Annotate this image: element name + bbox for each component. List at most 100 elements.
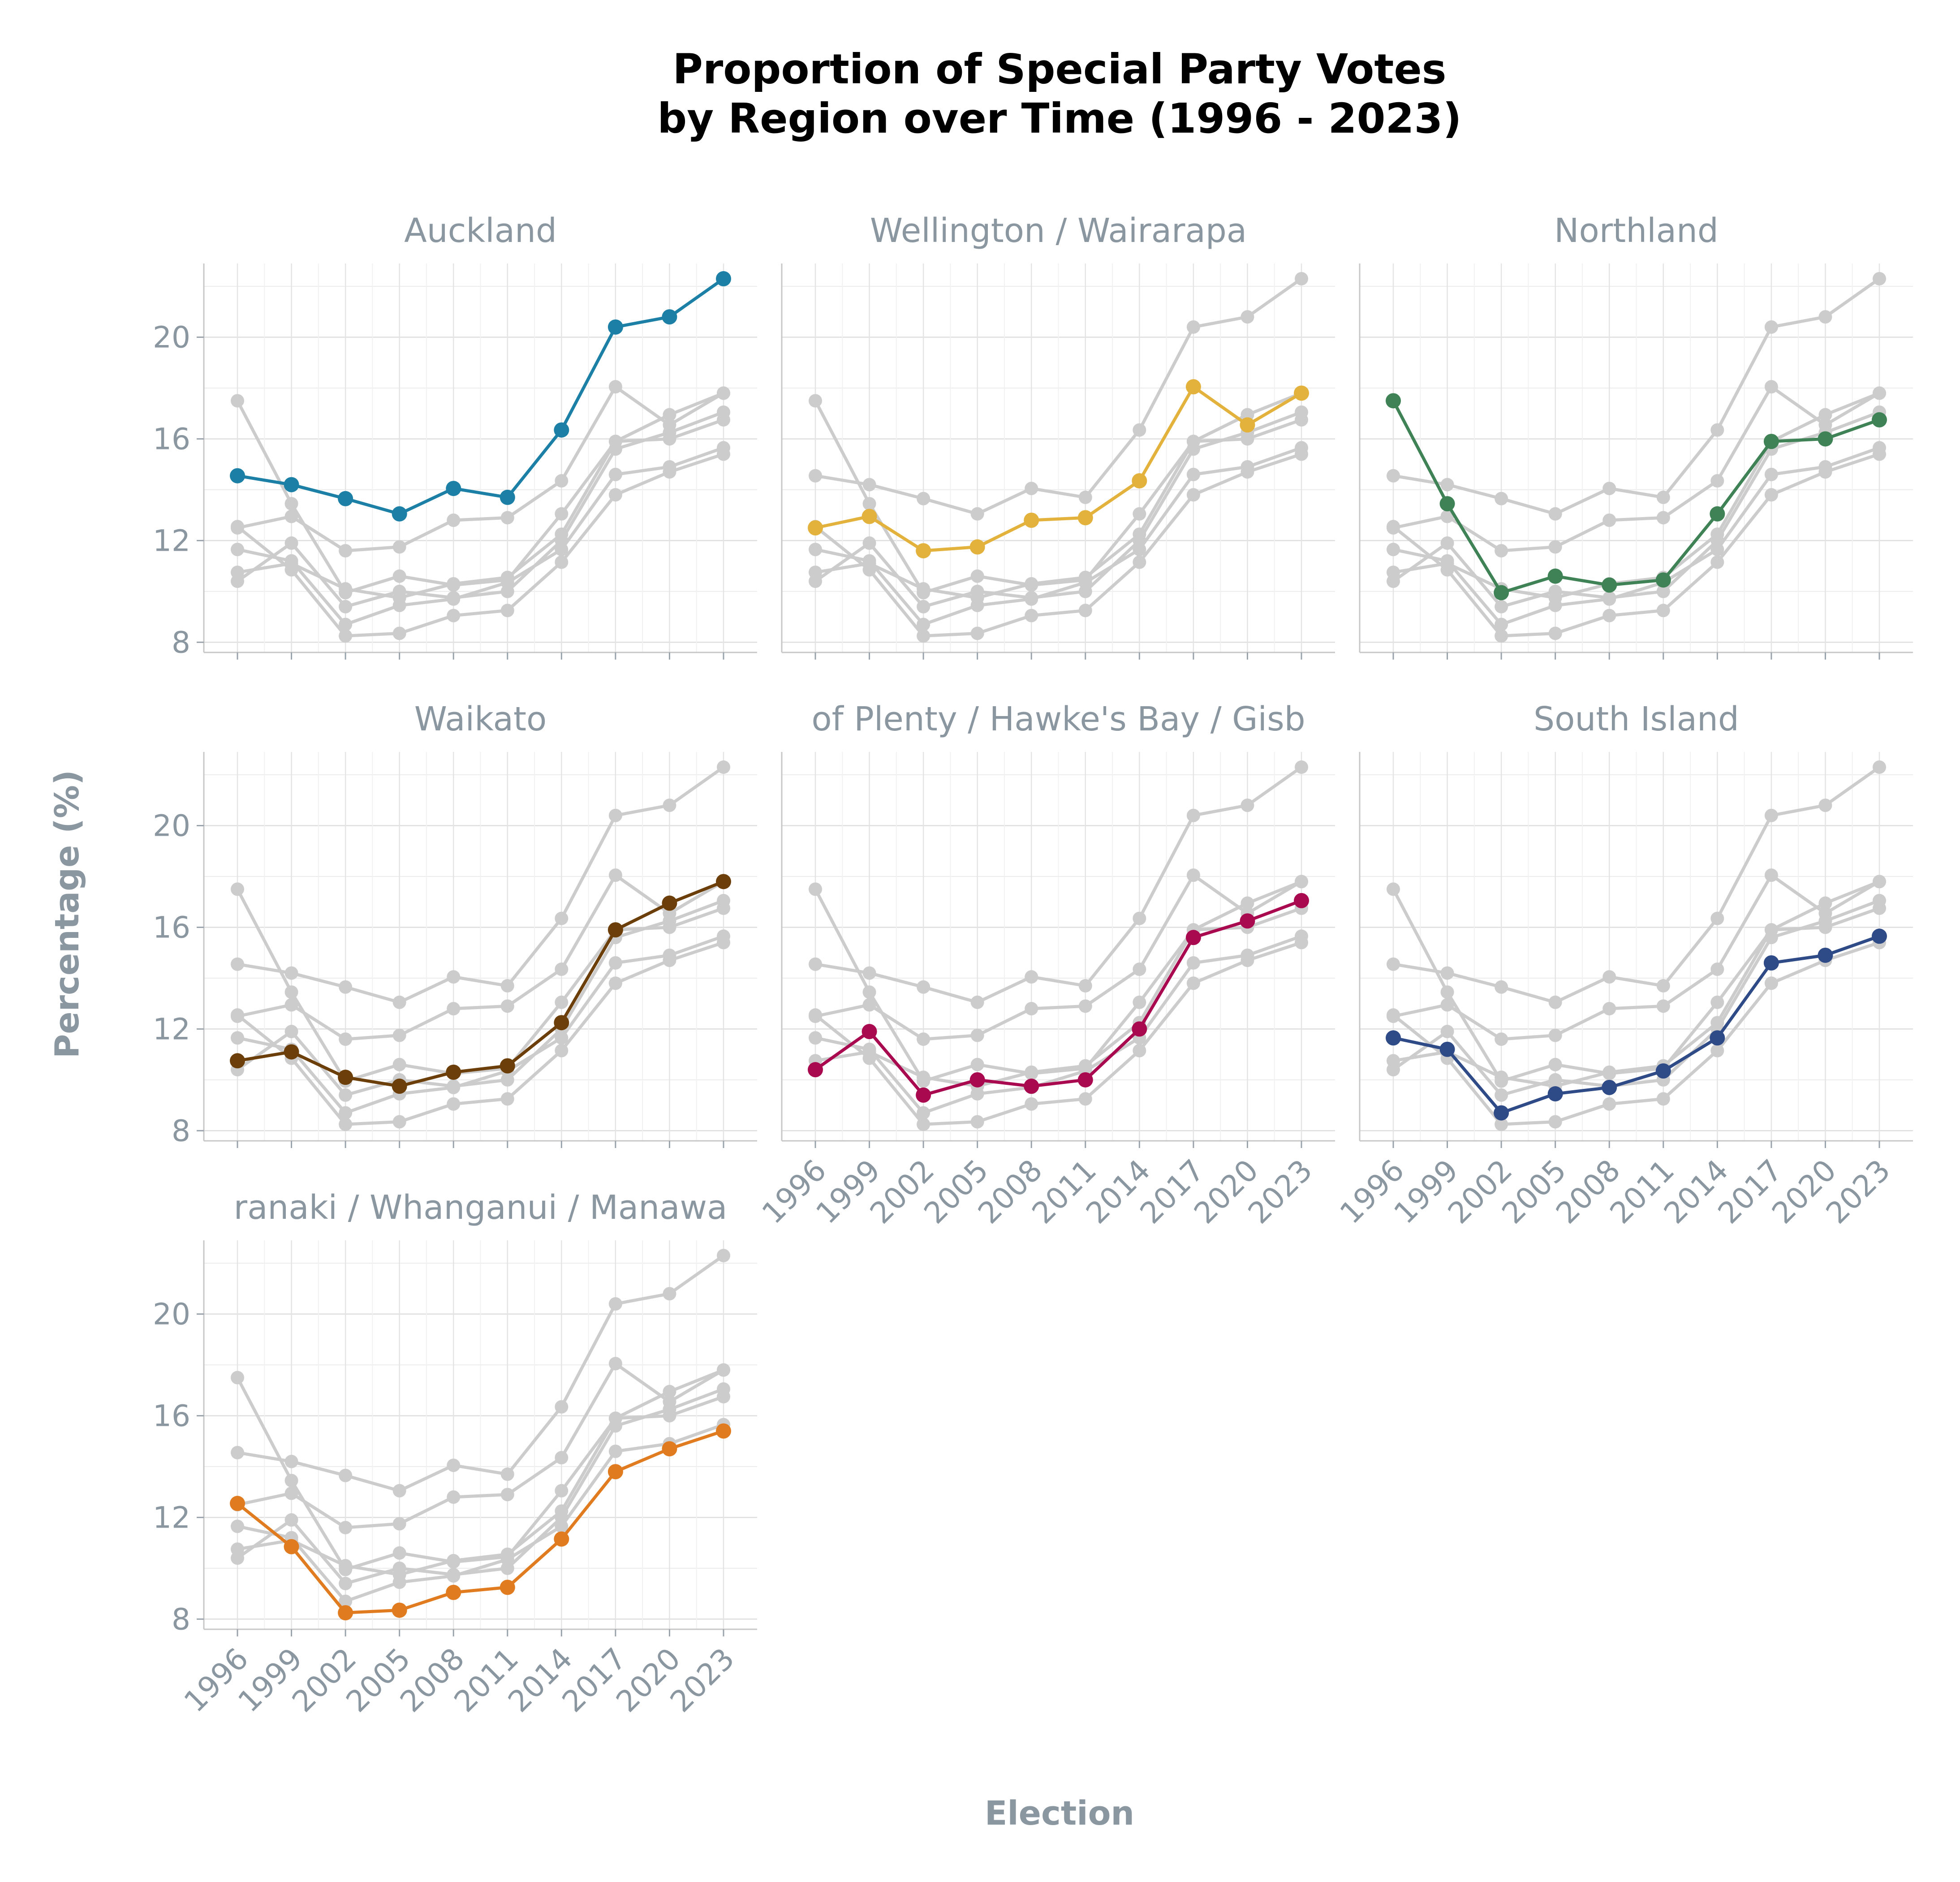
background-point [1440,998,1454,1012]
background-point [608,467,622,481]
background-point [809,1008,822,1022]
background-series-line [814,410,1302,609]
background-point [1548,1073,1562,1087]
highlight-point [338,491,353,506]
background-point [447,1097,461,1111]
background-point [1656,979,1670,993]
background-point [917,1118,930,1131]
highlight-point [284,477,299,492]
background-point [1241,465,1254,479]
background-point [970,1087,984,1101]
background-point [231,1519,244,1533]
background-point [339,1576,353,1590]
background-point [1387,574,1400,588]
background-point [1495,600,1508,613]
background-point [1025,592,1038,606]
background-point [1873,386,1886,400]
background-point [1186,488,1200,502]
highlight-point [284,1044,299,1060]
background-point [1548,540,1562,554]
background-point [1602,1001,1616,1015]
x-tick-label: 2017 [1133,1153,1211,1230]
background-point [500,1092,514,1106]
background-point [1133,995,1146,1009]
background-point [608,442,622,456]
background-point [231,1008,244,1022]
panel-title: Waikato [414,700,547,738]
background-point [663,465,676,479]
background-point [1656,1092,1670,1106]
background-point [392,1028,406,1042]
background-point [392,1517,406,1531]
background-point [1186,320,1200,334]
background-point [555,995,569,1009]
facet-panel: South Island 1996199920022005200820112014… [1333,700,1913,1230]
background-point [1186,442,1200,456]
background-point [1656,490,1670,504]
background-point [608,1444,622,1458]
background-point [663,1385,676,1399]
background-point [717,894,730,907]
facet-panel: Northland [1359,212,1913,660]
background-point [555,474,569,488]
background-point [862,966,876,980]
background-point [917,492,930,505]
background-point [1387,882,1400,896]
background-point [1764,868,1778,882]
background-point [447,970,461,984]
background-point [284,509,298,523]
background-point [231,957,244,971]
background-point [555,1044,569,1058]
highlight-point [500,1580,515,1595]
x-tick-label: 2020 [1188,1153,1265,1230]
background-point [1025,1065,1038,1079]
background-point [608,956,622,970]
background-point [1710,995,1724,1009]
highlight-point [607,922,623,938]
background-point [231,394,244,408]
highlight-point [1439,496,1455,512]
background-point [1133,911,1146,925]
background-point [717,447,730,461]
background-point [284,1455,298,1468]
x-tick-label: 2014 [1079,1153,1157,1230]
background-point [1602,1065,1616,1079]
background-point [1548,1058,1562,1071]
background-point [1873,875,1886,889]
background-point [284,536,298,550]
background-point [862,478,876,492]
highlight-point [662,895,677,911]
highlight-series-line [237,880,724,1088]
background-point [1602,513,1616,527]
background-point [970,584,984,598]
highlight-point [230,1053,245,1069]
background-point [1495,980,1508,994]
background-point [1548,1115,1562,1129]
background-point [339,1521,353,1535]
background-point [970,569,984,583]
background-point [1764,467,1778,481]
background-point [608,1357,622,1371]
highlight-point [446,481,461,496]
x-tick-label: 1999 [810,1153,887,1230]
background-point [663,1287,676,1301]
background-point [1495,629,1508,643]
highlight-series-line [1391,400,1880,595]
background-series-line [815,873,1302,1041]
highlight-point [1655,1063,1671,1079]
background-point [1710,555,1724,569]
background-series-line [814,453,1302,638]
highlight-point [1185,930,1201,945]
background-point [392,995,406,1009]
background-point [231,1371,244,1385]
background-point [1710,963,1724,976]
background-point [1387,520,1400,534]
background-point [1295,875,1308,889]
panel-title: of Plenty / Hawke's Bay / Gisb [811,700,1305,738]
highlight-point [808,520,823,536]
background-point [1078,490,1092,504]
x-tick-label: 2020 [610,1641,687,1719]
background-point [392,1561,406,1575]
highlight-point [1547,568,1563,584]
background-point [1818,914,1832,928]
